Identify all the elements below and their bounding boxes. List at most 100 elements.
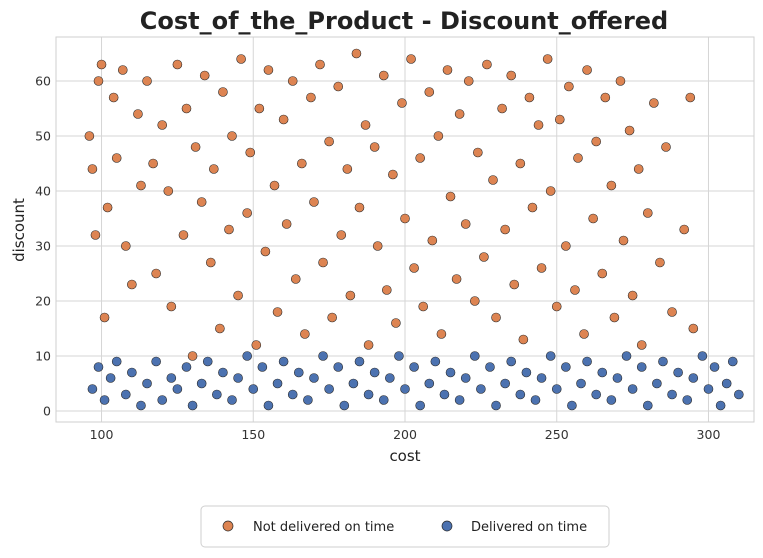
point-not-delivered <box>142 76 152 86</box>
point-not-delivered <box>588 213 598 224</box>
point-not-delivered <box>309 197 319 207</box>
point-not-delivered <box>415 153 425 163</box>
point-delivered <box>303 395 313 405</box>
point-delivered <box>721 378 732 389</box>
point-not-delivered <box>591 136 601 147</box>
point-delivered <box>561 362 571 372</box>
point-not-delivered <box>360 120 371 130</box>
point-delivered <box>597 367 608 378</box>
point-delivered <box>324 384 334 394</box>
y-tick-label: 60 <box>35 74 51 89</box>
point-delivered <box>233 373 243 383</box>
point-delivered <box>734 389 744 400</box>
point-delivered <box>727 356 738 367</box>
point-not-delivered <box>166 301 177 312</box>
point-not-delivered <box>433 131 444 141</box>
point-not-delivered <box>99 312 110 323</box>
point-delivered <box>506 356 517 367</box>
point-delivered <box>439 389 450 400</box>
legend-label-delivered: Delivered on time <box>471 520 587 535</box>
point-delivered <box>111 356 122 367</box>
point-not-delivered <box>661 142 671 152</box>
point-not-delivered <box>564 81 574 92</box>
point-delivered <box>272 378 283 389</box>
point-delivered <box>136 400 146 411</box>
point-delivered <box>172 384 183 394</box>
point-delivered <box>682 395 693 405</box>
point-not-delivered <box>96 59 107 70</box>
point-delivered <box>500 378 510 389</box>
point-not-delivered <box>488 175 498 185</box>
point-delivered <box>715 400 726 411</box>
point-delivered <box>187 400 198 411</box>
point-not-delivered <box>409 263 419 273</box>
point-delivered <box>363 389 374 400</box>
point-not-delivered <box>524 92 535 103</box>
point-not-delivered <box>218 87 228 97</box>
point-delivered <box>142 378 152 389</box>
point-not-delivered <box>127 279 137 290</box>
point-not-delivered <box>679 224 690 235</box>
point-not-delivered <box>381 285 392 295</box>
point-delivered <box>385 373 395 383</box>
point-delivered <box>287 389 298 400</box>
point-not-delivered <box>272 307 283 317</box>
point-not-delivered <box>151 268 161 279</box>
point-not-delivered <box>618 235 629 246</box>
point-delivered <box>515 389 526 400</box>
point-delivered <box>196 378 207 389</box>
point-delivered <box>491 400 501 411</box>
point-not-delivered <box>227 131 237 141</box>
point-delivered <box>697 351 708 361</box>
point-not-delivered <box>117 65 128 75</box>
point-not-delivered <box>561 241 571 251</box>
point-not-delivered <box>615 76 626 86</box>
chart-title: Cost_of_the_Product - Discount_offered <box>140 7 668 35</box>
point-delivered <box>400 384 410 394</box>
point-not-delivered <box>209 164 219 174</box>
point-not-delivered <box>688 323 699 334</box>
point-not-delivered <box>263 65 274 75</box>
point-not-delivered <box>479 252 489 262</box>
point-delivered <box>454 395 465 405</box>
x-tick-label: 200 <box>393 427 417 442</box>
point-not-delivered <box>351 48 362 59</box>
point-not-delivered <box>515 158 526 169</box>
point-not-delivered <box>391 318 401 328</box>
x-axis-label: cost <box>389 447 420 465</box>
point-not-delivered <box>551 301 562 312</box>
point-not-delivered <box>236 54 246 64</box>
point-delivered <box>166 373 177 383</box>
point-not-delivered <box>224 224 234 235</box>
point-delivered <box>257 362 268 372</box>
point-not-delivered <box>506 70 517 81</box>
point-not-delivered <box>102 202 113 213</box>
point-delivered <box>333 362 344 372</box>
point-not-delivered <box>636 340 647 350</box>
point-not-delivered <box>251 340 262 350</box>
point-not-delivered <box>667 307 677 317</box>
point-not-delivered <box>500 224 510 235</box>
point-not-delivered <box>473 147 483 158</box>
point-not-delivered <box>354 202 365 213</box>
point-not-delivered <box>436 329 447 339</box>
point-delivered <box>445 367 456 378</box>
y-tick-label: 20 <box>35 294 51 309</box>
point-delivered <box>551 384 562 394</box>
point-not-delivered <box>315 59 325 70</box>
point-delivered <box>409 362 419 372</box>
point-delivered <box>621 351 632 361</box>
point-delivered <box>545 351 556 361</box>
point-not-delivered <box>642 208 653 218</box>
point-not-delivered <box>327 312 337 323</box>
x-tick-label: 100 <box>90 427 114 442</box>
point-delivered <box>93 362 104 372</box>
point-not-delivered <box>245 147 256 158</box>
point-delivered <box>576 378 586 389</box>
point-not-delivered <box>685 92 696 103</box>
point-delivered <box>354 356 365 367</box>
point-delivered <box>485 362 495 372</box>
point-not-delivered <box>509 279 520 290</box>
point-delivered <box>242 351 252 361</box>
